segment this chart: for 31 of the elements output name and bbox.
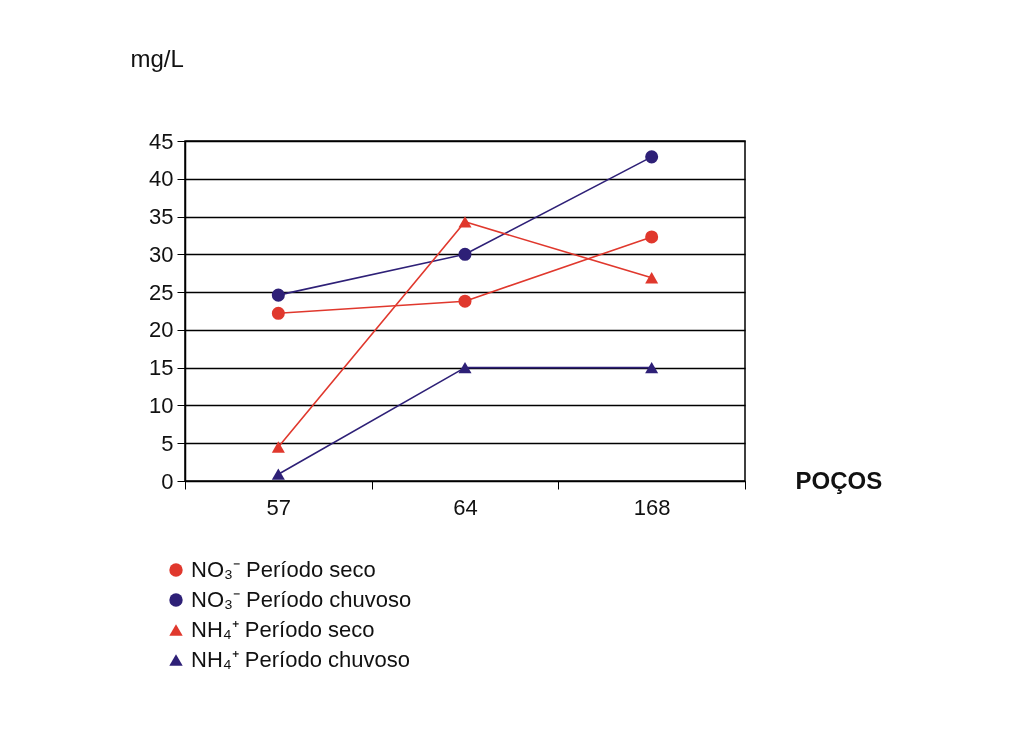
point (458, 294, 472, 308)
x-tick-label: 168 (633, 494, 671, 520)
y-tick-label: 35 (149, 204, 174, 230)
point (458, 216, 472, 228)
y-tick-label: 40 (149, 166, 174, 192)
x-tick-label: 64 (453, 494, 478, 520)
point (458, 247, 472, 261)
x-axis-title: POÇOS (795, 466, 883, 494)
y-tick-label: 0 (161, 468, 174, 494)
legend-label: NH₄⁺ Período chuvoso (191, 647, 410, 672)
point (271, 306, 285, 320)
legend-label: NH₄⁺ Período seco (191, 617, 375, 642)
legend-label: NO₃⁻ Período chuvoso (191, 587, 412, 612)
point (458, 362, 472, 374)
y-axis-title: mg/L (130, 44, 184, 72)
y-tick-label: 5 (161, 430, 174, 456)
point (271, 288, 285, 302)
point (645, 362, 659, 374)
y-tick-label: 45 (149, 128, 174, 154)
legend-label: NO₃⁻ Período seco (191, 557, 376, 582)
point (271, 468, 285, 480)
y-tick-label: 30 (149, 241, 174, 267)
point (645, 272, 659, 284)
x-tick-label: 57 (266, 494, 292, 520)
y-tick-label: 15 (149, 355, 174, 381)
y-tick-label: 25 (149, 279, 174, 305)
point (271, 441, 285, 453)
point (645, 230, 659, 244)
y-tick-label: 20 (149, 317, 174, 343)
point (645, 150, 659, 164)
y-tick-label: 10 (149, 392, 174, 418)
